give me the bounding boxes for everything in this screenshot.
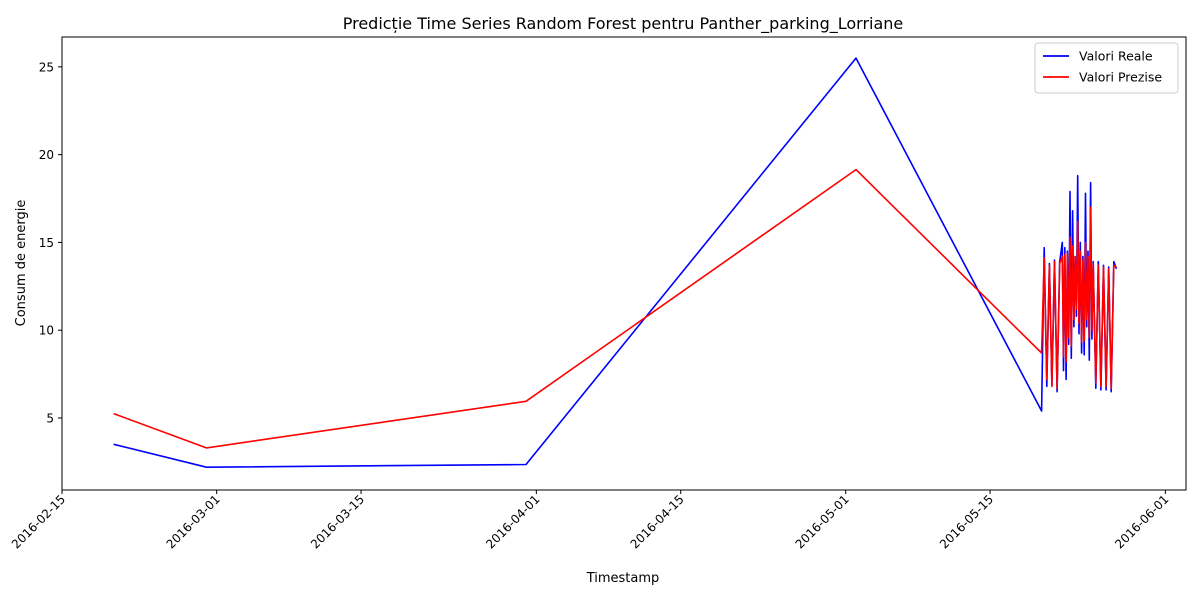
- plot-frame: [61, 36, 1187, 491]
- x-axis-label: Timestamp: [586, 571, 660, 586]
- x-tick-label: 2016-04-15: [628, 492, 687, 551]
- x-tick-label: 2016-05-15: [937, 492, 996, 551]
- legend: Valori Reale Valori Prezise: [1034, 42, 1179, 94]
- x-tick-label: 2016-05-01: [793, 492, 852, 551]
- legend-box: [1034, 42, 1179, 94]
- x-tick-label: 2016-06-01: [1112, 492, 1171, 551]
- y-tick-label: 5: [46, 412, 54, 426]
- plot-lines: [113, 57, 1118, 469]
- legend-label: Valori Reale: [1079, 49, 1153, 64]
- y-tick-label: 20: [39, 148, 54, 162]
- x-tick-label: 2016-03-15: [308, 492, 367, 551]
- y-tick-label: 15: [39, 236, 54, 250]
- series-line-valori-reale: [113, 57, 1118, 469]
- legend-label: Valori Prezise: [1079, 70, 1162, 85]
- y-axis-label: Consum de energie: [14, 200, 29, 327]
- chart-title: Predicție Time Series Random Forest pent…: [343, 14, 904, 34]
- x-tick-label: 2016-04-01: [483, 492, 542, 551]
- x-tick-label: 2016-03-01: [164, 492, 223, 551]
- x-axis-ticks: 2016-02-15 2016-03-01 2016-03-15 2016-04-01…: [9, 490, 1171, 551]
- series-line-valori-prezise: [113, 168, 1117, 449]
- y-axis-ticks: 5 10 15 20 25: [39, 60, 62, 426]
- y-tick-label: 10: [39, 324, 54, 338]
- y-tick-label: 25: [39, 60, 54, 74]
- x-tick-label: 2016-02-15: [9, 492, 68, 551]
